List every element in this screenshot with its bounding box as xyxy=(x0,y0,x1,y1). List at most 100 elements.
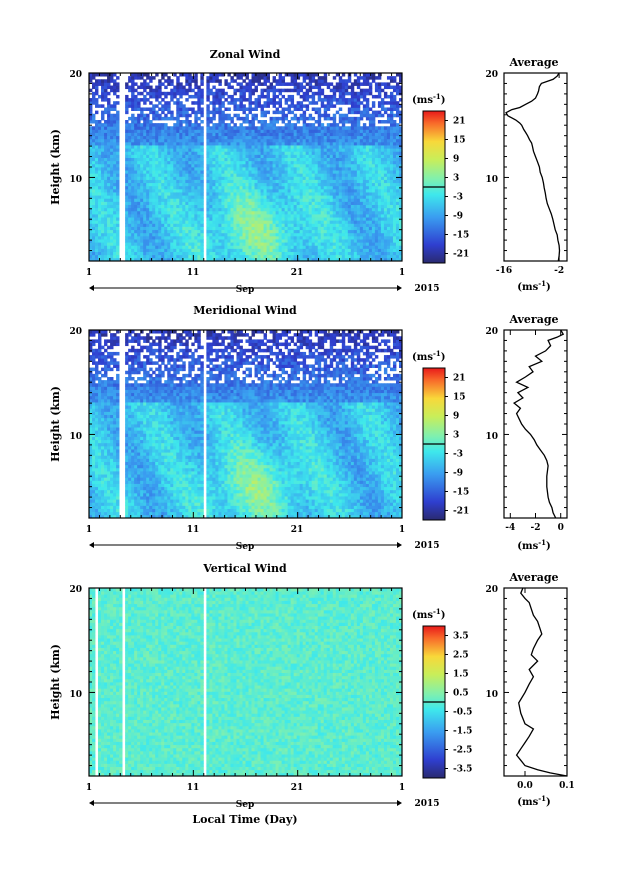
heatmap-cell xyxy=(329,138,334,143)
heatmap-cell xyxy=(197,235,201,240)
heatmap-cell xyxy=(104,204,108,209)
heatmap-cell xyxy=(347,198,352,202)
heatmap-cell xyxy=(128,201,132,205)
heatmap-cell xyxy=(218,110,222,115)
heatmap-cell xyxy=(116,116,120,121)
heatmap-cell xyxy=(278,98,283,102)
heatmap-cell xyxy=(149,76,153,80)
heatmap-cell xyxy=(236,204,240,209)
heatmap-cell xyxy=(338,145,343,149)
heatmap-cell xyxy=(116,160,120,165)
heatmap-cell xyxy=(89,160,93,165)
heatmap-cell xyxy=(323,239,328,243)
heatmap-cell xyxy=(320,254,325,259)
heatmap-cell xyxy=(221,101,225,105)
heatmap-cell xyxy=(359,94,364,99)
heatmap-cell xyxy=(155,220,159,224)
heatmap-cell xyxy=(290,188,295,193)
heatmap-cell xyxy=(209,148,213,152)
heatmap-cell xyxy=(236,167,240,171)
heatmap-cell xyxy=(113,160,117,165)
heatmap-cell xyxy=(293,235,298,240)
heatmap-cell xyxy=(95,195,99,199)
heatmap-cell xyxy=(308,88,313,93)
heatmap-cell xyxy=(116,167,120,171)
heatmap-cell xyxy=(212,98,216,102)
heatmap-cell xyxy=(278,188,283,193)
heatmap-cell xyxy=(134,217,138,221)
heatmap-cell xyxy=(224,217,228,221)
heatmap-cell xyxy=(137,173,141,177)
heatmap-cell xyxy=(272,204,276,209)
heatmap-cell xyxy=(179,239,183,243)
heatmap-cell xyxy=(173,207,177,212)
heatmap-cell xyxy=(296,239,301,243)
heatmap-cell xyxy=(317,132,322,137)
heatmap-cell xyxy=(344,192,349,196)
heatmap-cell xyxy=(161,239,165,243)
heatmap-cell xyxy=(161,129,165,133)
heatmap-cell xyxy=(191,251,195,256)
heatmap-cell xyxy=(329,192,334,196)
heatmap-cell xyxy=(113,214,117,218)
heatmap-cell xyxy=(344,195,349,199)
heatmap-cell xyxy=(107,167,111,171)
heatmap-cell xyxy=(359,207,364,212)
heatmap-cell xyxy=(251,145,255,149)
heatmap-cell xyxy=(317,110,322,115)
heatmap-cell xyxy=(293,182,298,187)
heatmap-cell xyxy=(113,113,117,118)
heatmap-cell xyxy=(245,220,249,224)
heatmap-cell xyxy=(314,91,319,96)
heatmap-cell xyxy=(353,239,358,243)
heatmap-cell xyxy=(176,110,180,115)
heatmap-cell xyxy=(212,214,216,218)
heatmap-cell xyxy=(326,116,331,121)
heatmap-cell xyxy=(188,257,192,262)
heatmap-cell xyxy=(281,135,286,140)
heatmap-cell xyxy=(257,76,261,80)
heatmap-cell xyxy=(98,226,102,231)
heatmap-cell xyxy=(338,129,343,133)
heatmap-cell xyxy=(218,123,222,127)
heatmap-cell xyxy=(224,242,228,246)
heatmap-cell xyxy=(146,254,150,259)
heatmap-cell xyxy=(194,201,198,205)
heatmap-cell xyxy=(269,98,273,102)
heatmap-cell xyxy=(134,198,138,202)
heatmap-cell xyxy=(344,204,349,209)
heatmap-cell xyxy=(365,170,370,174)
heatmap-cell xyxy=(155,160,159,165)
heatmap-cell xyxy=(350,257,355,262)
heatmap-cell xyxy=(341,73,346,77)
heatmap-cell xyxy=(206,85,210,90)
heatmap-cell xyxy=(353,173,358,177)
heatmap-cell xyxy=(338,195,343,199)
heatmap-cell xyxy=(107,251,111,256)
heatmap-cell xyxy=(110,129,114,133)
heatmap-cell xyxy=(299,126,304,130)
heatmap-cell xyxy=(257,170,261,174)
heatmap-cell xyxy=(125,151,129,155)
heatmap-cell xyxy=(110,192,114,196)
heatmap-cell xyxy=(293,170,298,174)
heatmap-cell xyxy=(155,132,159,137)
heatmap-cell xyxy=(284,138,289,143)
heatmap-cell xyxy=(254,226,258,231)
heatmap-cell xyxy=(263,141,267,146)
heatmap-cell xyxy=(362,207,367,212)
heatmap-cell xyxy=(155,223,159,227)
heatmap-cell xyxy=(125,160,129,165)
heatmap-cell xyxy=(356,214,361,218)
heatmap-cell xyxy=(359,248,364,252)
heatmap-cell xyxy=(314,229,319,234)
heatmap-cell xyxy=(332,94,337,99)
heatmap-cell xyxy=(128,192,132,196)
heatmap-cell xyxy=(239,185,243,190)
heatmap-cell xyxy=(140,73,144,77)
heatmap-cell xyxy=(284,132,289,137)
heatmap-cell xyxy=(182,251,186,256)
heatmap-cell xyxy=(179,173,183,177)
heatmap-cell xyxy=(218,154,222,158)
heatmap-cell xyxy=(338,163,343,168)
